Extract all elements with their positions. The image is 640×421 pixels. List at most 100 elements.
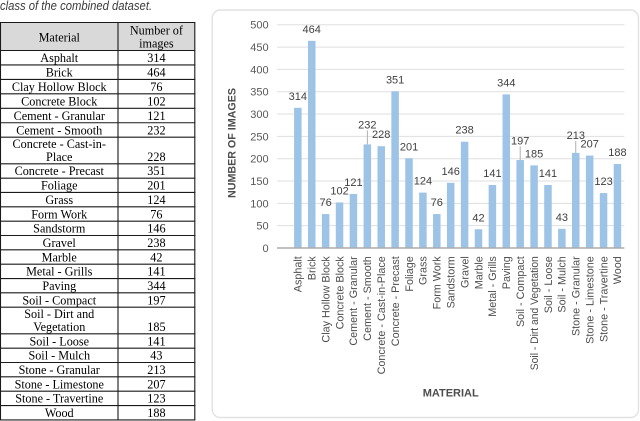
svg-text:121: 121 [147,109,165,123]
svg-text:Grass: Grass [45,193,73,207]
svg-text:Metal - Grills: Metal - Grills [26,265,93,279]
svg-text:42: 42 [472,212,484,224]
svg-text:Concrete - Cast-in-: Concrete - Cast-in- [13,137,106,151]
svg-text:Form Work: Form Work [432,256,444,310]
svg-text:124: 124 [147,193,165,207]
svg-text:351: 351 [386,74,404,86]
svg-text:197: 197 [147,293,165,307]
svg-text:123: 123 [147,392,165,406]
svg-text:102: 102 [147,94,165,108]
svg-text:42: 42 [150,250,162,264]
svg-text:200: 200 [250,154,268,166]
svg-text:Foliage: Foliage [404,256,416,291]
svg-text:Number of: Number of [130,24,184,38]
svg-text:207: 207 [580,139,598,151]
svg-text:Vegetation: Vegetation [33,320,85,334]
svg-text:232: 232 [358,120,376,132]
svg-text:Paving: Paving [501,256,513,289]
svg-text:Cement - Granular: Cement - Granular [14,109,105,123]
svg-text:500: 500 [250,20,268,32]
svg-text:100: 100 [250,198,268,210]
svg-text:Stone - Limestone: Stone - Limestone [15,377,104,391]
svg-text:Stone - Travertine: Stone - Travertine [598,256,610,342]
svg-text:Soil - Dirt and: Soil - Dirt and [24,307,94,321]
svg-text:Wood: Wood [612,256,624,284]
svg-text:Marble: Marble [42,250,77,264]
svg-text:238: 238 [455,125,473,137]
svg-text:76: 76 [150,80,162,94]
svg-text:76: 76 [320,197,332,209]
svg-text:Asphalt: Asphalt [40,51,79,65]
svg-text:Marble: Marble [473,256,485,289]
svg-text:Concrete Block: Concrete Block [334,256,346,330]
svg-text:MATERIAL: MATERIAL [423,388,479,400]
svg-text:207: 207 [147,377,165,391]
svg-text:185: 185 [525,148,543,160]
svg-text:250: 250 [250,131,268,143]
svg-text:228: 228 [372,129,390,141]
svg-text:188: 188 [608,147,626,159]
svg-text:150: 150 [250,176,268,188]
svg-text:197: 197 [511,135,529,147]
svg-text:464: 464 [303,24,321,36]
svg-text:50: 50 [256,221,268,233]
svg-text:Concrete - Precast: Concrete - Precast [390,256,402,346]
svg-text:NUMBER OF IMAGES: NUMBER OF IMAGES [227,88,239,198]
svg-text:Soil - Dirt and Vegetation: Soil - Dirt and Vegetation [529,256,541,370]
svg-text:Soil - Mulch: Soil - Mulch [557,256,569,312]
svg-text:Concrete Block: Concrete Block [21,94,98,108]
svg-text:Sandstorm: Sandstorm [33,222,86,236]
svg-text:Paving: Paving [42,279,76,293]
svg-text:Brick: Brick [307,256,319,281]
svg-text:images: images [139,37,174,51]
svg-text:213: 213 [567,130,585,142]
svg-text:Foliage: Foliage [41,179,78,193]
svg-text:Material: Material [39,30,81,44]
svg-text:141: 141 [539,168,557,180]
svg-text:Concrete - Precast: Concrete - Precast [15,164,105,178]
svg-text:400: 400 [250,64,268,76]
svg-text:Clay Hollow Block: Clay Hollow Block [12,80,108,94]
svg-text:Stone - Limestone: Stone - Limestone [584,256,596,344]
svg-text:141: 141 [147,265,165,279]
svg-text:Stone - Travertine: Stone - Travertine [15,392,103,406]
svg-text:351: 351 [147,164,165,178]
svg-text:Grass: Grass [418,256,430,285]
svg-text:146: 146 [147,222,165,236]
svg-text:Soil - Mulch: Soil - Mulch [28,349,90,363]
svg-text:300: 300 [250,109,268,121]
svg-text:76: 76 [150,207,162,221]
svg-text:Gravel: Gravel [459,256,471,288]
svg-text:450: 450 [250,42,268,54]
svg-text:146: 146 [442,166,460,178]
svg-text:Gravel: Gravel [43,236,77,250]
svg-text:Asphalt: Asphalt [293,256,305,292]
svg-text:314: 314 [289,91,307,103]
svg-text:232: 232 [147,123,165,137]
svg-text:Concrete - Cast-in-Place: Concrete - Cast-in-Place [376,256,388,374]
svg-text:Brick: Brick [46,66,74,80]
svg-text:238: 238 [147,236,165,250]
svg-text:201: 201 [147,179,165,193]
svg-text:Form Work: Form Work [31,207,88,221]
svg-text:Stone - Granular: Stone - Granular [571,256,583,336]
svg-text:Place: Place [46,150,72,164]
svg-text:188: 188 [147,406,165,420]
svg-text:Cement - Smooth: Cement - Smooth [16,123,102,137]
svg-text:Metal - Grills: Metal - Grills [487,256,499,317]
svg-text:0: 0 [262,243,268,255]
svg-text:Cement - Smooth: Cement - Smooth [362,256,374,341]
svg-text:Wood: Wood [45,406,74,420]
svg-text:Clay Hollow Block: Clay Hollow Block [320,256,332,343]
svg-text:185: 185 [147,320,165,334]
svg-text:Soil - Loose: Soil - Loose [29,334,89,348]
svg-text:43: 43 [556,212,568,224]
svg-text:Stone - Granular: Stone - Granular [19,363,100,377]
svg-text:Cement - Granular: Cement - Granular [348,256,360,346]
svg-text:464: 464 [147,66,165,80]
svg-text:Soil - Loose: Soil - Loose [543,256,555,313]
svg-text:314: 314 [147,51,165,65]
svg-text:Soil - Compact: Soil - Compact [515,256,527,327]
svg-text:344: 344 [147,279,165,293]
svg-text:Sandstorm: Sandstorm [446,256,458,308]
